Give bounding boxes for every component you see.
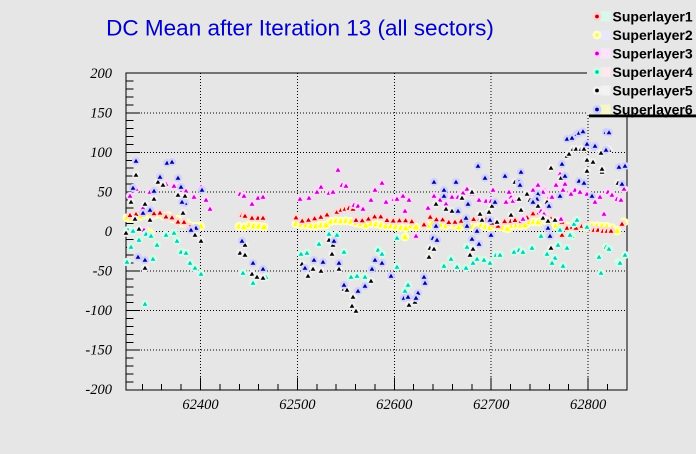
svg-text:-100: -100 [85, 303, 112, 319]
svg-text:50: 50 [98, 184, 113, 200]
svg-text:62800: 62800 [570, 397, 607, 413]
svg-text:-150: -150 [85, 343, 112, 359]
svg-text:Superlayer1: Superlayer1 [613, 9, 693, 25]
svg-text:Superlayer6: Superlayer6 [613, 102, 693, 118]
svg-text:DC Mean after Iteration 13 (al: DC Mean after Iteration 13 (all sectors) [106, 16, 494, 41]
svg-text:-200: -200 [85, 382, 112, 398]
svg-text:62500: 62500 [279, 397, 316, 413]
svg-text:Superlayer4: Superlayer4 [613, 64, 693, 80]
svg-text:62600: 62600 [376, 397, 413, 413]
svg-text:Superlayer5: Superlayer5 [613, 83, 693, 99]
svg-text:Superlayer3: Superlayer3 [613, 46, 693, 62]
svg-text:62400: 62400 [182, 397, 219, 413]
svg-text:150: 150 [90, 105, 113, 121]
svg-text:Superlayer2: Superlayer2 [613, 27, 693, 43]
svg-text:100: 100 [90, 145, 113, 161]
svg-text:0: 0 [105, 224, 113, 240]
svg-text:62700: 62700 [473, 397, 510, 413]
svg-text:-50: -50 [93, 264, 113, 280]
svg-text:200: 200 [90, 66, 113, 82]
